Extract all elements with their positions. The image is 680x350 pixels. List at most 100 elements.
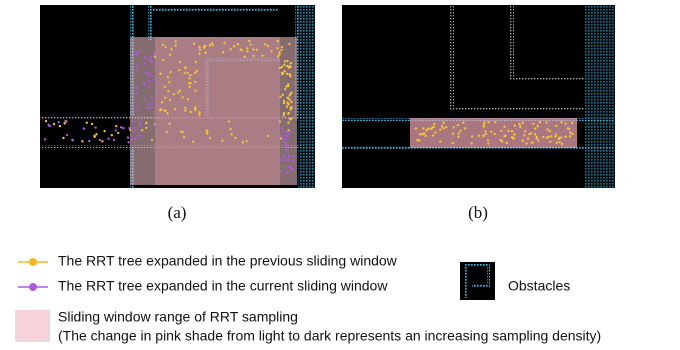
tree-node (136, 87, 138, 89)
tree-node (282, 114, 284, 116)
tree-node (289, 94, 291, 96)
tree-node (149, 107, 151, 109)
tree-node (198, 52, 200, 54)
tree-node (148, 79, 150, 81)
tree-node (554, 136, 556, 138)
tree-node (127, 136, 129, 138)
caption-b: (b) (468, 203, 488, 222)
tree-node (457, 136, 459, 138)
tree-node (248, 40, 250, 42)
tree-node (445, 126, 447, 128)
tree-node (442, 122, 444, 124)
tree-node (514, 124, 516, 126)
tree-node (564, 135, 566, 137)
tree-node (483, 121, 485, 123)
tree-node (153, 101, 155, 103)
tree-node (170, 48, 172, 50)
tree-node (279, 120, 281, 122)
panel-a (40, 5, 315, 188)
tree-node (198, 113, 200, 115)
tree-node (81, 140, 83, 142)
tree-node (537, 139, 539, 141)
legend-dot-previous (29, 258, 37, 266)
tree-node (189, 74, 191, 76)
tree-node (88, 140, 90, 142)
tree-node (425, 129, 427, 131)
tree-node (163, 109, 165, 111)
tree-node (534, 128, 536, 130)
tree-node (239, 48, 241, 50)
tree-node (192, 141, 194, 143)
tree-node (549, 130, 551, 132)
tree-node (222, 51, 224, 53)
tree-node (278, 51, 280, 53)
tree-node (270, 50, 272, 52)
tree-node (264, 43, 266, 45)
tree-node (261, 55, 263, 57)
tree-node (148, 103, 150, 105)
tree-node (174, 108, 176, 110)
tree-node (169, 71, 171, 73)
tree-node (66, 134, 68, 136)
tree-node (490, 131, 492, 133)
tree-node (127, 141, 129, 143)
tree-node (288, 156, 290, 158)
tree-node (162, 59, 164, 61)
tree-node (131, 120, 133, 122)
tree-node (286, 137, 288, 139)
tree-node (290, 167, 292, 169)
tree-node (160, 108, 162, 110)
tree-node (175, 40, 177, 42)
tree-node (167, 76, 169, 78)
tree-node (150, 74, 152, 76)
tree-node (284, 70, 286, 72)
tree-node (246, 47, 248, 49)
panel-b (342, 5, 615, 188)
tree-node (223, 42, 225, 44)
tree-node (439, 128, 441, 130)
tree-node (521, 140, 523, 142)
tree-node (153, 52, 155, 54)
tree-node (151, 96, 153, 98)
tree-node (144, 56, 146, 58)
tree-node (464, 127, 466, 129)
tree-node (246, 50, 248, 52)
tree-node (534, 133, 536, 135)
tree-node (423, 132, 425, 134)
tree-node (441, 125, 443, 127)
tree-node (115, 125, 117, 127)
tree-node (558, 141, 560, 143)
tree-node (169, 54, 171, 56)
tree-node (511, 130, 513, 132)
tree-node (287, 113, 289, 115)
tree-node (63, 122, 65, 124)
tree-node (179, 89, 181, 91)
tree-node (159, 72, 161, 74)
tree-node (546, 136, 548, 138)
tree-node (283, 64, 285, 66)
tree-node (115, 129, 117, 131)
tree-node (487, 121, 489, 123)
tree-node (143, 97, 145, 99)
tree-node (194, 90, 196, 92)
tree-node (249, 43, 251, 45)
tree-node (539, 121, 541, 123)
tree-node (59, 125, 61, 127)
tree-node (288, 43, 290, 45)
legend-obstacle-icon (460, 262, 495, 300)
tree-node (237, 43, 239, 45)
figure-page: (a) (b) The RRT tree expanded in the pre… (0, 0, 680, 350)
tree-node (137, 68, 139, 70)
tree-node (487, 142, 489, 144)
tree-node (62, 137, 64, 139)
tree-node (150, 55, 152, 57)
tree-node (279, 67, 281, 69)
tree-node (285, 135, 287, 137)
tree-node (133, 127, 135, 129)
legend-window-note: (The change in pink shade from light to … (58, 328, 601, 344)
tree-node (135, 65, 137, 67)
tree-node (99, 139, 101, 141)
tree-node (169, 99, 171, 101)
legend-window: Sliding window range of RRT sampling (58, 309, 298, 325)
tree-node (281, 46, 283, 48)
